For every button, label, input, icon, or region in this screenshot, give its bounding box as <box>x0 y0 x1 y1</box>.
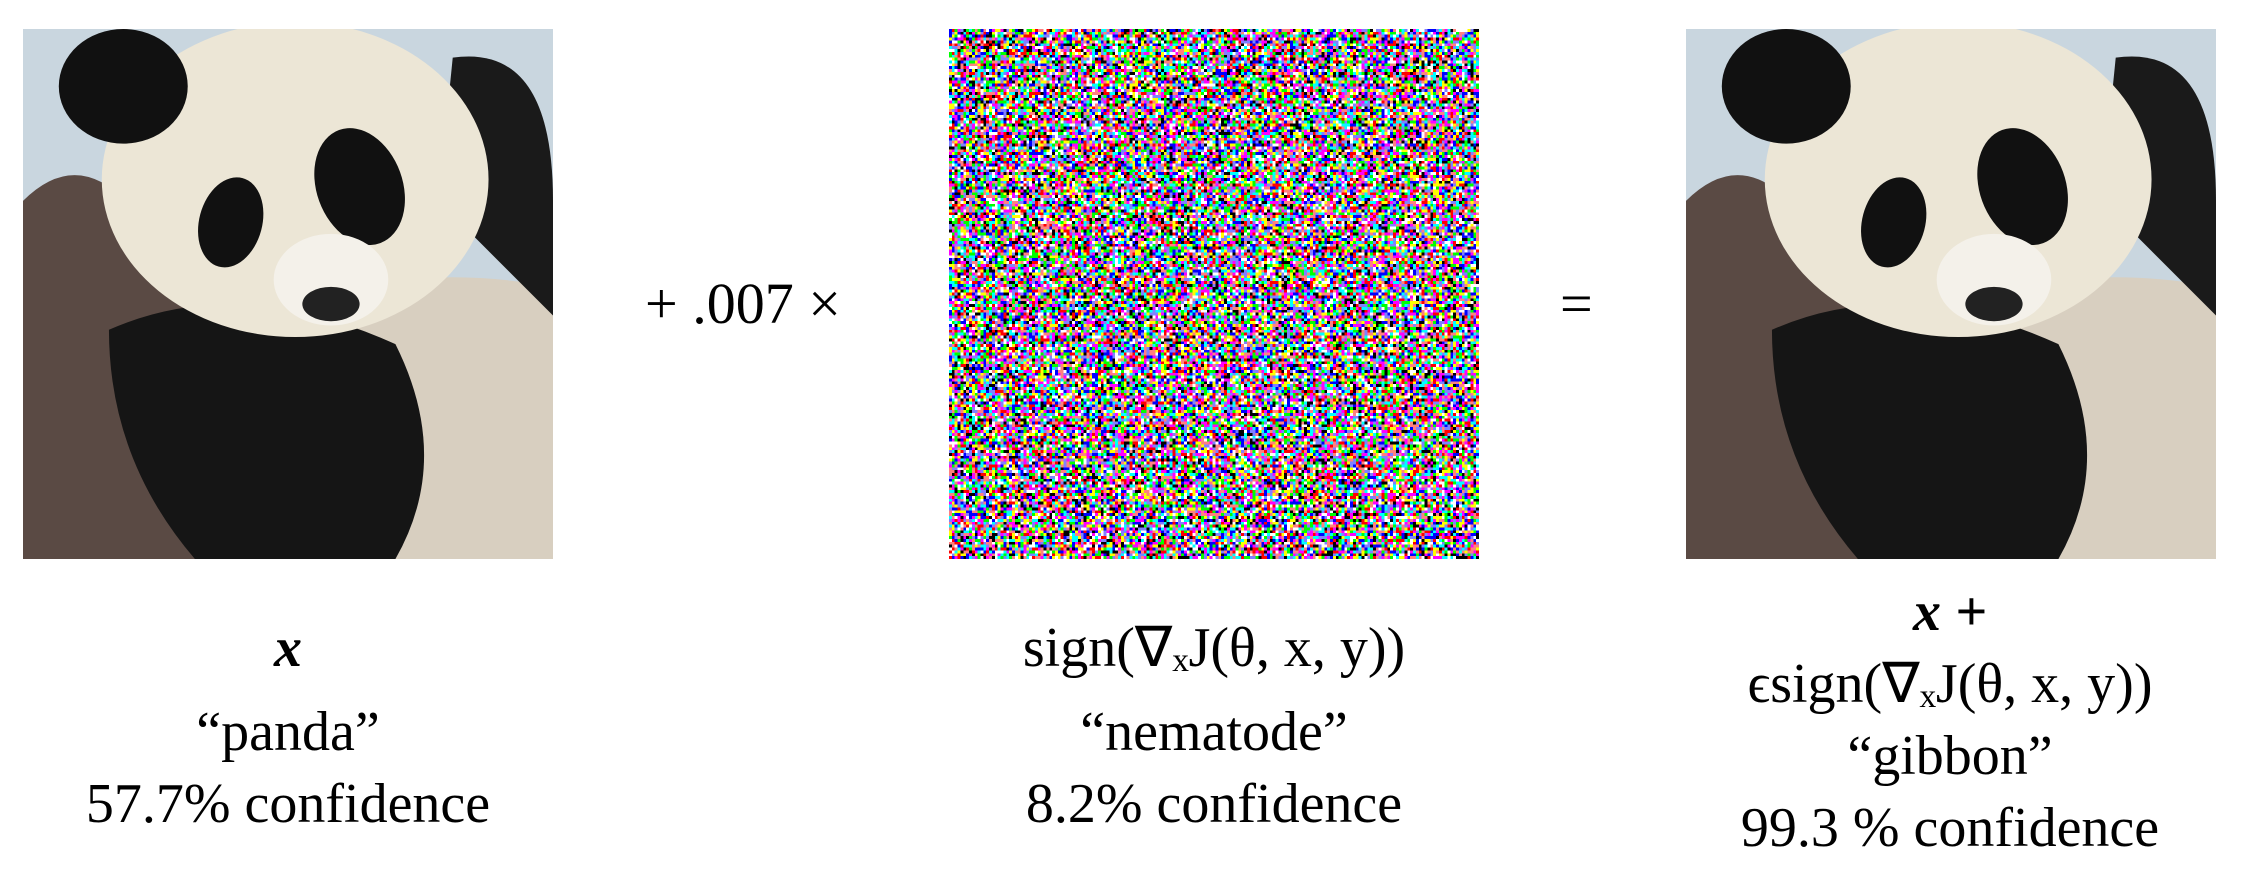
perturbation-noise-image <box>949 29 1479 559</box>
expression-line-2: ϵsign(∇ₓJ(θ, x, y)) <box>1650 648 2248 720</box>
class-label: “gibbon” <box>1650 720 2248 792</box>
panel-noise: sign(∇ₓJ(θ, x, y)) “nematode” 8.2% confi… <box>914 612 1514 840</box>
equals-operator: = <box>1560 270 1593 337</box>
adversarial-panda-image <box>1686 29 2216 559</box>
expression-line-1: x + <box>1650 576 2248 648</box>
expression: sign(∇ₓJ(θ, x, y)) <box>914 612 1514 684</box>
plus-times-operator: + .007 × <box>645 270 841 337</box>
confidence: 8.2% confidence <box>914 768 1514 840</box>
class-label: “panda” <box>0 696 588 768</box>
panel-adversarial: x + ϵsign(∇ₓJ(θ, x, y)) “gibbon” 99.3 % … <box>1650 576 2248 864</box>
class-label: “nematode” <box>914 696 1514 768</box>
confidence: 99.3 % confidence <box>1650 792 2248 864</box>
confidence: 57.7% confidence <box>0 768 588 840</box>
expression: x <box>0 612 588 684</box>
panda-image <box>23 29 553 559</box>
panel-original: x “panda” 57.7% confidence <box>0 612 588 840</box>
